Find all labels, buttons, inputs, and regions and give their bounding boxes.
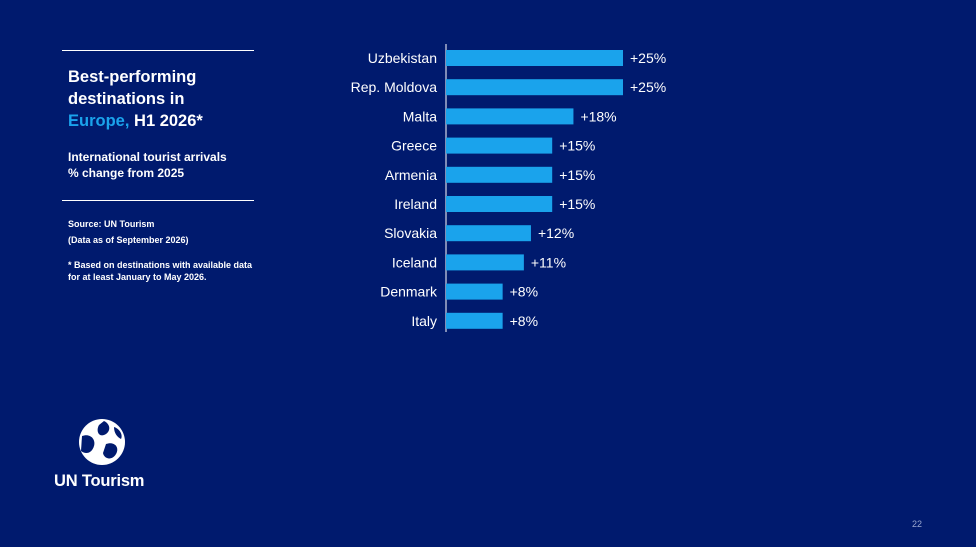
title-line-3: Europe, H1 2026*: [68, 110, 268, 132]
bar: [446, 312, 503, 329]
data-label: +15%: [559, 167, 595, 183]
title-line-1: Best-performing: [68, 68, 197, 86]
un-tourism-logo-icon: [79, 419, 125, 465]
category-label: Uzbekistan: [368, 50, 437, 66]
data-label: +18%: [580, 108, 616, 124]
footnote-line-2: for at least January to May 2026.: [68, 272, 207, 282]
data-label: +15%: [559, 138, 595, 154]
bottom-divider: [62, 200, 254, 201]
category-label: Malta: [403, 108, 437, 124]
subtitle-line-2: % change from 2025: [68, 166, 185, 180]
category-label: Ireland: [394, 196, 437, 212]
category-label: Italy: [411, 313, 437, 329]
bar: [446, 79, 623, 96]
bar: [446, 283, 503, 300]
category-label: Slovakia: [384, 225, 437, 241]
title-line-2: destinations in: [68, 90, 185, 108]
category-label: Armenia: [385, 167, 437, 183]
brand-name: UN Tourism: [54, 472, 145, 490]
title-rest: H1 2026*: [129, 112, 203, 130]
data-label: +25%: [630, 50, 666, 66]
footnote: * Based on destinations with available d…: [68, 259, 288, 283]
bar: [446, 166, 553, 183]
data-label: +8%: [510, 284, 538, 300]
data-label: +15%: [559, 196, 595, 212]
source-line-2: (Data as of September 2026): [68, 235, 189, 245]
data-label: +25%: [630, 79, 666, 95]
source-note: Source: UN Tourism (Data as of September…: [68, 216, 288, 248]
bar: [446, 254, 524, 271]
source-line-1: Source: UN Tourism: [68, 219, 155, 229]
bar: [446, 196, 553, 212]
data-label: +8%: [510, 313, 538, 329]
footnote-line-1: * Based on destinations with available d…: [68, 260, 253, 270]
subtitle-line-1: International tourist arrivals: [68, 150, 227, 164]
category-label: Denmark: [380, 284, 438, 300]
page-number: 22: [911, 519, 922, 529]
category-label: Greece: [391, 138, 437, 154]
top-divider: [62, 50, 254, 51]
slide-subtitle: International tourist arrivals % change …: [68, 149, 268, 181]
data-label: +12%: [538, 225, 574, 241]
category-label: Iceland: [392, 254, 437, 270]
bar: [446, 50, 623, 66]
bar: [446, 108, 574, 125]
category-label: Rep. Moldova: [351, 79, 438, 95]
bar: [446, 137, 553, 154]
slide-title: Best-performing destinations in Europe, …: [68, 66, 268, 132]
data-label: +11%: [531, 254, 566, 270]
bar: [446, 225, 531, 242]
title-highlight: Europe,: [68, 112, 130, 130]
